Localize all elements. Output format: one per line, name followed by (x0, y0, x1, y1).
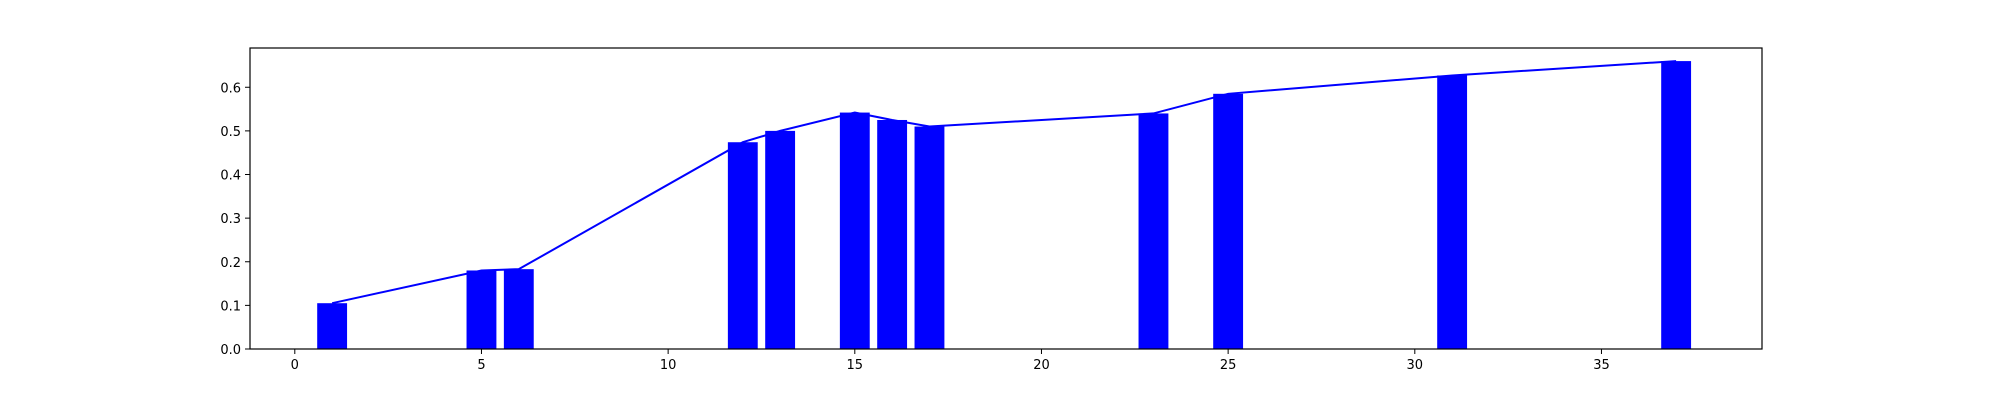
bars-layer (317, 61, 1692, 350)
bar-4 (727, 142, 758, 349)
bar-6 (839, 112, 870, 349)
bar-8 (914, 126, 945, 350)
y-tick-label-0.4: 0.4 (220, 169, 241, 184)
bar-2 (466, 270, 497, 349)
y-tick-label-0.3: 0.3 (220, 212, 241, 227)
bar-11 (1437, 75, 1468, 349)
trend-line-layer (331, 60, 1677, 305)
plot-frame (249, 47, 1763, 350)
y-tick-label-0.1: 0.1 (220, 299, 241, 314)
y-tick-label-0.2: 0.2 (220, 256, 241, 271)
y-tick-label-0.0: 0.0 (220, 343, 241, 358)
x-tick-label-25: 25 (1220, 358, 1237, 373)
trend-line (331, 60, 1677, 305)
bar-3 (503, 269, 534, 349)
bar-1 (317, 303, 348, 349)
bar-7 (877, 119, 908, 349)
x-tick-label-20: 20 (1033, 358, 1050, 373)
bar-5 (765, 130, 796, 349)
axes-layer: 0 5 10 15 20 25 30 35 0.0 0.1 0.2 0.3 0.4 0.5 0.6 (220, 47, 1763, 373)
bar-10 (1213, 93, 1244, 349)
x-tick-label-0: 0 (291, 358, 299, 373)
x-tick-label-5: 5 (477, 358, 485, 373)
y-tick-label-0.6: 0.6 (220, 81, 241, 96)
x-tick-label-35: 35 (1593, 358, 1610, 373)
y-tick-label-0.5: 0.5 (220, 125, 241, 140)
x-tick-label-15: 15 (847, 358, 864, 373)
bar-9 (1138, 113, 1169, 349)
bar-12 (1661, 61, 1692, 350)
x-tick-label-30: 30 (1407, 358, 1424, 373)
x-tick-label-10: 10 (660, 358, 677, 373)
